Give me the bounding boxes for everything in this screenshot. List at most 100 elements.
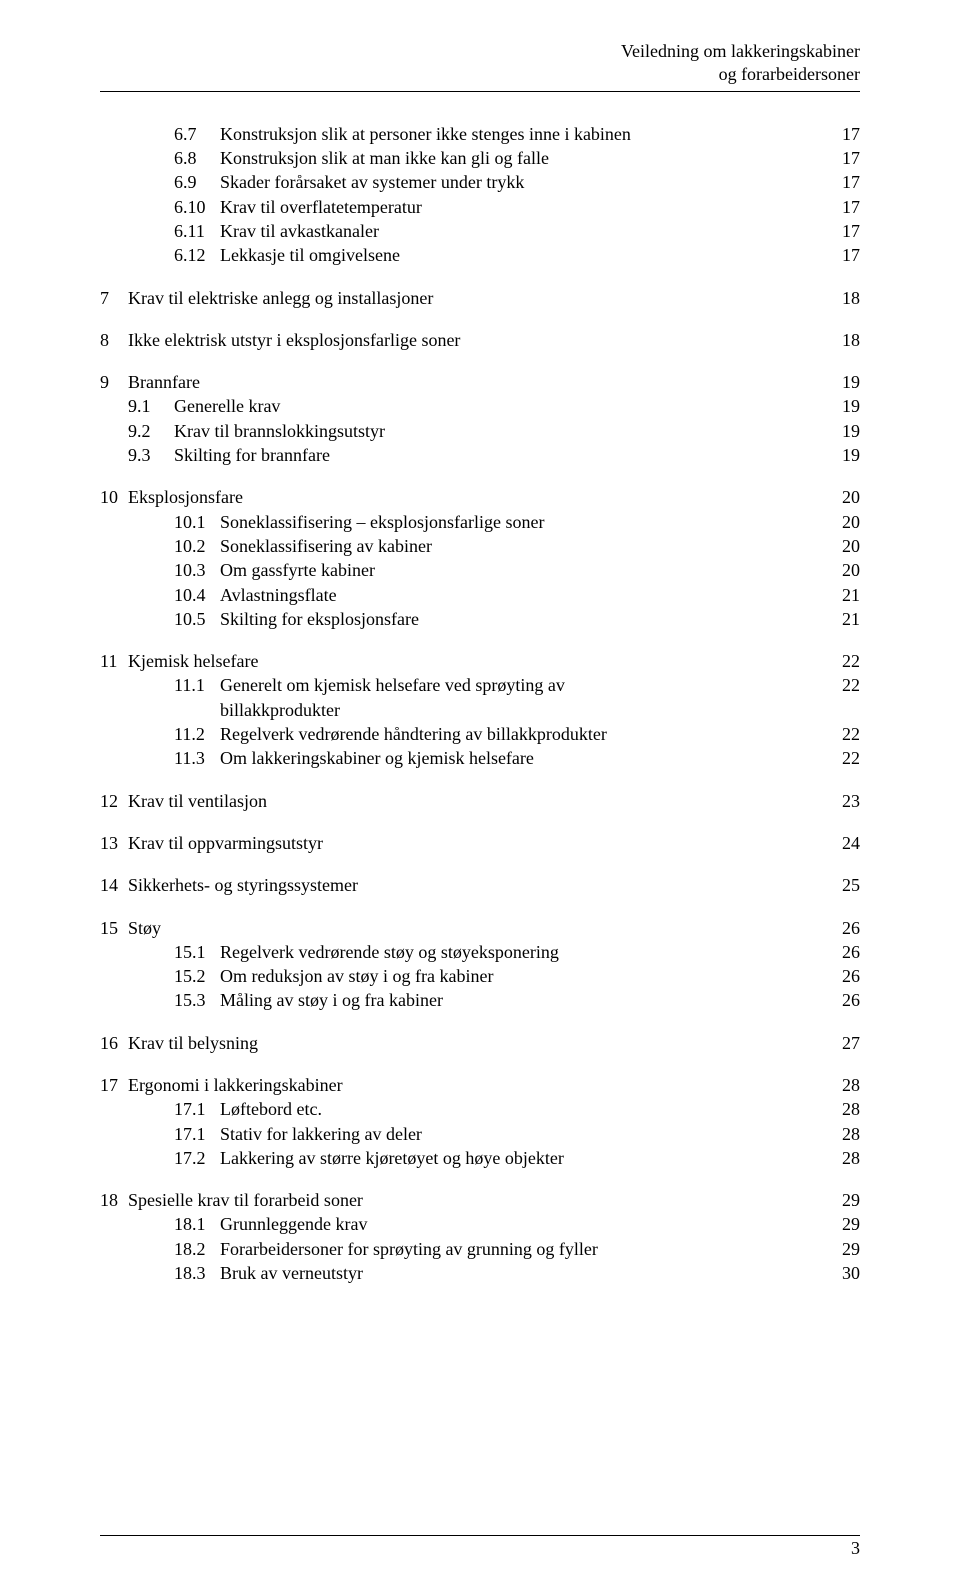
toc-page-number: 28 <box>820 1146 860 1170</box>
toc-body: 15.2Om reduksjon av støy i og fra kabine… <box>128 964 860 988</box>
toc-section-number: 10.1 <box>174 510 220 534</box>
toc-row: billakkprodukter <box>100 698 860 722</box>
toc-row: 11.2Regelverk vedrørende håndtering av b… <box>100 722 860 746</box>
toc-label: Regelverk vedrørende støy og støyekspone… <box>220 940 820 964</box>
toc-row: 17.1Stativ for lakkering av deler28 <box>100 1122 860 1146</box>
toc-body: 10.4Avlastningsflate21 <box>128 583 860 607</box>
toc-body: 15.1Regelverk vedrørende støy og støyeks… <box>128 940 860 964</box>
toc-row: 18.2Forarbeidersoner for sprøyting av gr… <box>100 1237 860 1261</box>
toc-label: Eksplosjonsfare <box>128 485 820 509</box>
toc-body: 10.5Skilting for eksplosjonsfare21 <box>128 607 860 631</box>
toc-page-number: 20 <box>820 510 860 534</box>
toc-label: Løftebord etc. <box>220 1097 820 1121</box>
toc-row: 18.1Grunnleggende krav29 <box>100 1212 860 1236</box>
toc-section-number: 17.1 <box>174 1097 220 1121</box>
toc-body: 9.2 Krav til brannslokkingsutstyr19 <box>128 419 860 443</box>
toc-body: 17.1Stativ for lakkering av deler28 <box>128 1122 860 1146</box>
toc-body: 10.2Soneklassifisering av kabiner20 <box>128 534 860 558</box>
toc-body: 9.3 Skilting for brannfare19 <box>128 443 860 467</box>
toc-row: 10.2Soneklassifisering av kabiner20 <box>100 534 860 558</box>
toc-section-number: 9.1 <box>128 394 174 418</box>
toc-row: 15Støy26 <box>100 916 860 940</box>
toc-label: Grunnleggende krav <box>220 1212 820 1236</box>
toc-chapter-number: 12 <box>100 789 128 813</box>
toc-page-number: 22 <box>820 649 860 673</box>
toc-body: Kjemisk helsefare22 <box>128 649 860 673</box>
toc-section-number: 6.8 <box>174 146 220 170</box>
toc-page-number: 18 <box>820 286 860 310</box>
toc-page-number: 28 <box>820 1073 860 1097</box>
toc-row: 7Krav til elektriske anlegg og installas… <box>100 286 860 310</box>
toc-label: Ikke elektrisk utstyr i eksplosjonsfarli… <box>128 328 820 352</box>
toc-label: Stativ for lakkering av deler <box>220 1122 820 1146</box>
toc-label: Konstruksjon slik at personer ikke steng… <box>220 122 820 146</box>
toc-label: Lekkasje til omgivelsene <box>220 243 820 267</box>
toc-page-number: 20 <box>820 485 860 509</box>
toc-row: 18Spesielle krav til forarbeid soner29 <box>100 1188 860 1212</box>
toc-row: 9Brannfare19 <box>100 370 860 394</box>
toc-label: Kjemisk helsefare <box>128 649 820 673</box>
toc-body: 17.2Lakkering av større kjøretøyet og hø… <box>128 1146 860 1170</box>
toc-page-number: 24 <box>820 831 860 855</box>
toc-label: Lakkering av større kjøretøyet og høye o… <box>220 1146 820 1170</box>
toc-row: 15.3Måling av støy i og fra kabiner26 <box>100 988 860 1012</box>
toc-gap <box>100 855 860 873</box>
toc-section-number: 18.2 <box>174 1237 220 1261</box>
toc-chapter-number: 15 <box>100 916 128 940</box>
toc-body: Sikkerhets- og styringssystemer25 <box>128 873 860 897</box>
toc-section-number: 6.10 <box>174 195 220 219</box>
toc-section-number: 18.3 <box>174 1261 220 1285</box>
toc-page-number: 17 <box>820 122 860 146</box>
toc-page-number: 22 <box>820 746 860 770</box>
toc-body: 6.8Konstruksjon slik at man ikke kan gli… <box>128 146 860 170</box>
toc-body: Eksplosjonsfare20 <box>128 485 860 509</box>
toc-section-number: 17.1 <box>174 1122 220 1146</box>
header-line-1: Veiledning om lakkeringskabiner <box>100 40 860 63</box>
toc-label: Skader forårsaket av systemer under tryk… <box>220 170 820 194</box>
toc-row: 6.10Krav til overflatetemperatur17 <box>100 195 860 219</box>
toc-label: Generelt om kjemisk helsefare ved sprøyt… <box>220 673 820 697</box>
toc-body: Spesielle krav til forarbeid soner29 <box>128 1188 860 1212</box>
toc-label: Måling av støy i og fra kabiner <box>220 988 820 1012</box>
toc-row: 15.2Om reduksjon av støy i og fra kabine… <box>100 964 860 988</box>
toc-body: Ikke elektrisk utstyr i eksplosjonsfarli… <box>128 328 860 352</box>
toc-label: Regelverk vedrørende håndtering av billa… <box>220 722 820 746</box>
toc-page-number: 27 <box>820 1031 860 1055</box>
toc-gap <box>100 268 860 286</box>
toc-row: 6.8Konstruksjon slik at man ikke kan gli… <box>100 146 860 170</box>
toc-section-number: 6.12 <box>174 243 220 267</box>
toc-chapter-number: 10 <box>100 485 128 509</box>
toc-gap <box>100 1055 860 1073</box>
header-line-2: og forarbeidersoner <box>100 63 860 86</box>
toc-page-number: 26 <box>820 964 860 988</box>
toc-row: 10.1Soneklassifisering – eksplosjonsfarl… <box>100 510 860 534</box>
toc-page-number: 17 <box>820 243 860 267</box>
toc-page-number: 19 <box>820 370 860 394</box>
toc-body: 18.3Bruk av verneutstyr30 <box>128 1261 860 1285</box>
toc-label: Krav til belysning <box>128 1031 820 1055</box>
toc-section-number: 6.11 <box>174 219 220 243</box>
toc-page-number: 29 <box>820 1237 860 1261</box>
toc-gap <box>100 352 860 370</box>
toc-section-number: 15.1 <box>174 940 220 964</box>
toc-label: Brannfare <box>128 370 820 394</box>
toc-row: 6.9Skader forårsaket av systemer under t… <box>100 170 860 194</box>
toc-body: Krav til ventilasjon23 <box>128 789 860 813</box>
toc-label: Sikkerhets- og styringssystemer <box>128 873 820 897</box>
toc-gap <box>100 310 860 328</box>
toc-row: 11Kjemisk helsefare22 <box>100 649 860 673</box>
toc-label: Krav til oppvarmingsutstyr <box>128 831 820 855</box>
toc-body: Brannfare19 <box>128 370 860 394</box>
toc-row: 17Ergonomi i lakkeringskabiner28 <box>100 1073 860 1097</box>
toc-body: Støy26 <box>128 916 860 940</box>
toc-row: 10Eksplosjonsfare20 <box>100 485 860 509</box>
toc-label: Krav til avkastkanaler <box>220 219 820 243</box>
toc-body: Krav til elektriske anlegg og installasj… <box>128 286 860 310</box>
toc-section-number: 10.5 <box>174 607 220 631</box>
toc-section-number: 9.3 <box>128 443 174 467</box>
toc-label: Forarbeidersoner for sprøyting av grunni… <box>220 1237 820 1261</box>
toc-body: 17.1Løftebord etc.28 <box>128 1097 860 1121</box>
toc-gap <box>100 1170 860 1188</box>
toc-row: 9.3 Skilting for brannfare19 <box>100 443 860 467</box>
toc-gap <box>100 898 860 916</box>
